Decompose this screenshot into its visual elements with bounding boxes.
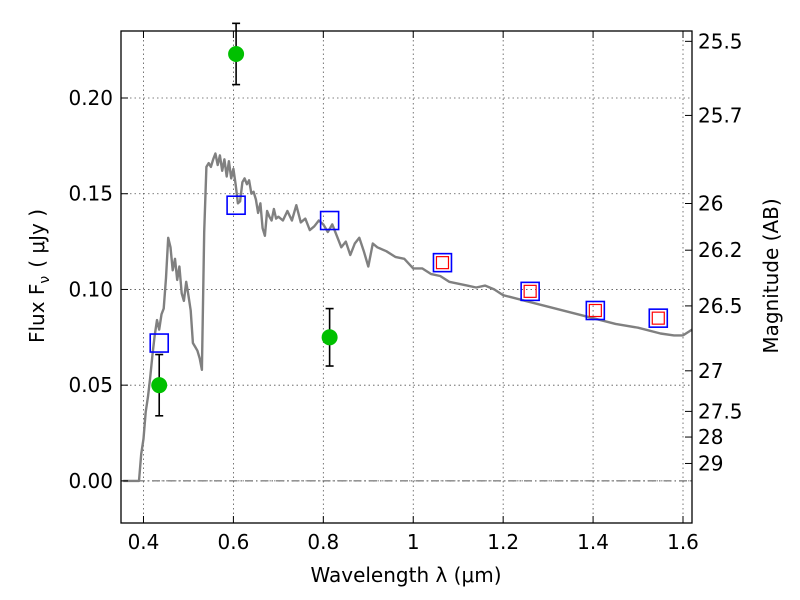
y-tick-label: 0.15 [68,182,113,206]
x-tick-label: 0.4 [128,530,160,554]
magnitude-tick-label: 28 [698,425,723,449]
x-tick-label: 1.4 [577,530,609,554]
model-square-marker [149,333,170,353]
model-square-marker [585,300,606,321]
magnitude-tick-label: 26.5 [698,294,743,318]
x-tick-label: 1.2 [487,530,519,554]
x-axis-title: Wavelength λ (μm) [310,563,501,587]
magnitude-tick-label: 29 [698,451,723,475]
magnitude-tick-label: 27 [698,359,723,383]
axis-ticks: 0.4 0.6 0.8 1 1.2 1.4 1.6 0.00 0.05 0.10 0.15 0.20 2… [68,29,742,554]
plot-frame [120,30,693,524]
x-tick-label: 0.6 [217,530,249,554]
red-square-marker [523,284,537,298]
y-axis-title-main: Flux F [25,284,49,343]
magnitude-tick-label: 26 [698,191,723,215]
y-tick-label: 0.10 [68,277,113,301]
magnitude-tick-label: 26.2 [698,238,743,262]
red-square-marker [588,303,602,318]
red-square-marker [435,256,450,270]
observed-point [151,377,168,394]
data-series [123,22,693,483]
x-tick-label: 1 [407,530,420,554]
y-tick-label: 0.05 [68,373,113,397]
magnitude-tick-label: 25.7 [698,103,743,127]
model-square-marker [432,252,453,273]
grid [121,31,692,523]
y-axis-title-sub: ν [37,276,53,284]
magnitude-tick-label: 25.5 [698,29,743,53]
y-tick-label: 0.00 [68,469,113,493]
model-square-marker [648,308,669,328]
model-square-marker [319,210,340,231]
model-square-marker [520,281,540,302]
model-square-marker [226,195,246,216]
y2-axis-title: Magnitude (AB) [759,198,783,353]
observed-point [321,329,338,346]
x-tick-label: 0.8 [307,530,339,554]
magnitude-tick-label: 27.5 [698,399,743,423]
y-axis-title: Flux Fν ( μJy ) [25,209,53,343]
y-axis-title-unit: ( μJy ) [25,209,49,268]
x-tick-label: 1.6 [667,530,699,554]
observed-point [228,45,245,62]
y-tick-label: 0.20 [68,86,113,110]
red-square-marker [651,311,665,325]
model-sed-line [123,152,693,483]
